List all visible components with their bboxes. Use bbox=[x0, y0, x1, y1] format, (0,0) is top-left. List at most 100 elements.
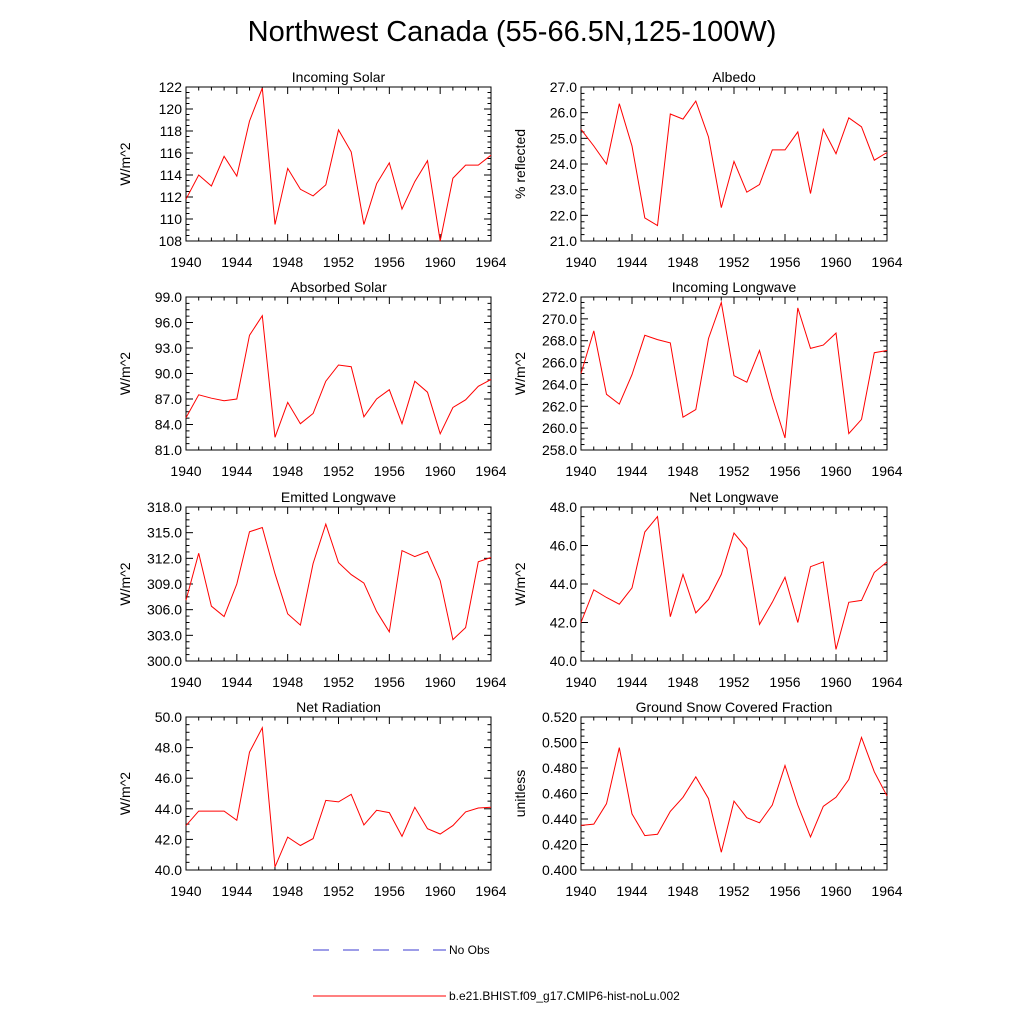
y-tick-label: 26.0 bbox=[550, 105, 577, 121]
x-tick-label: 1956 bbox=[374, 883, 405, 899]
y-tick-label: 122 bbox=[159, 79, 183, 95]
legend-label-no-obs: No Obs bbox=[449, 943, 490, 957]
y-tick-label: 0.460 bbox=[542, 786, 577, 802]
y-axis-label: W/m^2 bbox=[117, 352, 133, 395]
x-tick-label: 1944 bbox=[221, 254, 252, 270]
y-tick-label: 309.0 bbox=[147, 576, 182, 592]
x-tick-label: 1948 bbox=[272, 674, 303, 690]
x-tick-label: 1948 bbox=[272, 463, 303, 479]
x-tick-label: 1944 bbox=[616, 674, 647, 690]
panel-title: Albedo bbox=[712, 69, 756, 85]
y-tick-label: 0.500 bbox=[542, 735, 577, 751]
x-tick-label: 1964 bbox=[871, 674, 902, 690]
y-tick-label: 46.0 bbox=[155, 770, 182, 786]
y-tick-label: 300.0 bbox=[147, 653, 182, 669]
y-tick-label: 264.0 bbox=[542, 376, 577, 392]
x-tick-label: 1960 bbox=[820, 883, 851, 899]
x-tick-label: 1940 bbox=[170, 254, 201, 270]
y-tick-label: 270.0 bbox=[542, 311, 577, 327]
series-line bbox=[185, 725, 492, 868]
panel-title: Net Longwave bbox=[689, 489, 779, 505]
y-axis-label: W/m^2 bbox=[512, 352, 528, 395]
x-tick-label: 1944 bbox=[616, 463, 647, 479]
plot-frame bbox=[580, 716, 888, 871]
y-tick-label: 44.0 bbox=[550, 576, 577, 592]
x-tick-label: 1960 bbox=[425, 254, 456, 270]
x-tick-label: 1940 bbox=[170, 674, 201, 690]
y-tick-label: 112 bbox=[160, 189, 183, 205]
y-tick-label: 23.0 bbox=[550, 182, 577, 198]
x-tick-label: 1960 bbox=[820, 254, 851, 270]
y-tick-label: 24.0 bbox=[550, 156, 577, 172]
y-tick-label: 96.0 bbox=[155, 315, 182, 331]
x-tick-label: 1940 bbox=[170, 883, 201, 899]
plot-frame bbox=[185, 296, 492, 451]
series-line bbox=[580, 300, 888, 439]
legend: No Obs b.e21.BHIST.f09_g17.CMIP6-hist-no… bbox=[313, 943, 680, 1003]
x-tick-label: 1940 bbox=[170, 463, 201, 479]
y-tick-label: 262.0 bbox=[542, 398, 577, 414]
legend-item-model-run: b.e21.BHIST.f09_g17.CMIP6-hist-noLu.002 bbox=[313, 989, 680, 1003]
x-tick-label: 1964 bbox=[475, 674, 506, 690]
x-tick-label: 1948 bbox=[667, 254, 698, 270]
x-tick-label: 1948 bbox=[667, 883, 698, 899]
x-tick-label: 1956 bbox=[769, 463, 800, 479]
panel-title: Emitted Longwave bbox=[281, 489, 396, 505]
x-tick-label: 1960 bbox=[820, 463, 851, 479]
y-tick-label: 303.0 bbox=[147, 627, 182, 643]
series-line bbox=[580, 515, 888, 650]
y-tick-label: 46.0 bbox=[550, 538, 577, 554]
x-tick-label: 1948 bbox=[667, 463, 698, 479]
x-tick-label: 1956 bbox=[769, 254, 800, 270]
x-tick-label: 1944 bbox=[221, 883, 252, 899]
legend-label-model-run: b.e21.BHIST.f09_g17.CMIP6-hist-noLu.002 bbox=[449, 989, 680, 1003]
y-tick-label: 0.440 bbox=[542, 811, 577, 827]
panel-title: Net Radiation bbox=[296, 699, 381, 715]
y-tick-label: 318.0 bbox=[147, 499, 182, 515]
x-tick-label: 1952 bbox=[323, 463, 354, 479]
y-tick-label: 25.0 bbox=[550, 130, 577, 146]
panel-albedo: Albedo % reflected 1940 1944 1948 1952 1956 196… bbox=[512, 69, 903, 270]
y-tick-label: 258.0 bbox=[542, 442, 577, 458]
y-tick-label: 312.0 bbox=[147, 550, 182, 566]
y-tick-label: 0.420 bbox=[542, 837, 577, 853]
panel-title: Ground Snow Covered Fraction bbox=[636, 699, 833, 715]
panel-absorbed-solar: Absorbed Solar W/m^2 1940 1944 1948 1952 1956 1… bbox=[117, 279, 507, 479]
series-line bbox=[185, 314, 492, 438]
x-tick-label: 1960 bbox=[820, 674, 851, 690]
y-tick-label: 120 bbox=[159, 101, 183, 117]
y-tick-label: 84.0 bbox=[155, 417, 182, 433]
x-tick-label: 1948 bbox=[667, 674, 698, 690]
x-tick-label: 1940 bbox=[565, 883, 596, 899]
y-tick-label: 315.0 bbox=[147, 525, 182, 541]
panel-grid: Incoming Solar W/m^2 1940 1944 1948 1952 1956 1… bbox=[117, 69, 903, 899]
series-line bbox=[580, 100, 888, 227]
panel-net-longwave: Net Longwave W/m^2 1940 1944 1948 1952 1956 196… bbox=[512, 489, 903, 690]
y-tick-label: 87.0 bbox=[155, 391, 182, 407]
y-tick-label: 48.0 bbox=[155, 740, 182, 756]
y-tick-label: 260.0 bbox=[542, 420, 577, 436]
x-tick-label: 1964 bbox=[871, 463, 902, 479]
x-tick-label: 1964 bbox=[475, 883, 506, 899]
x-tick-label: 1952 bbox=[323, 254, 354, 270]
x-tick-label: 1960 bbox=[425, 674, 456, 690]
plot-frame bbox=[185, 716, 492, 871]
x-tick-label: 1940 bbox=[565, 463, 596, 479]
x-tick-label: 1960 bbox=[425, 883, 456, 899]
y-tick-label: 22.0 bbox=[550, 207, 577, 223]
plot-frame bbox=[580, 86, 888, 242]
x-tick-label: 1952 bbox=[718, 883, 749, 899]
plot-frame bbox=[580, 506, 888, 662]
x-tick-label: 1952 bbox=[323, 674, 354, 690]
y-tick-label: 93.0 bbox=[155, 340, 182, 356]
x-tick-label: 1956 bbox=[374, 674, 405, 690]
y-axis-label: unitless bbox=[512, 770, 528, 817]
x-tick-label: 1944 bbox=[221, 674, 252, 690]
y-tick-label: 116 bbox=[160, 145, 183, 161]
panel-emitted-longwave: Emitted Longwave W/m^2 1940 1944 1948 1952 195… bbox=[117, 489, 507, 690]
panel-ground-snow-covered-fraction: Ground Snow Covered Fraction unitless 1940… bbox=[512, 699, 903, 899]
panel-title: Incoming Longwave bbox=[672, 279, 797, 295]
panel-title: Incoming Solar bbox=[292, 69, 386, 85]
y-tick-label: 40.0 bbox=[155, 862, 182, 878]
